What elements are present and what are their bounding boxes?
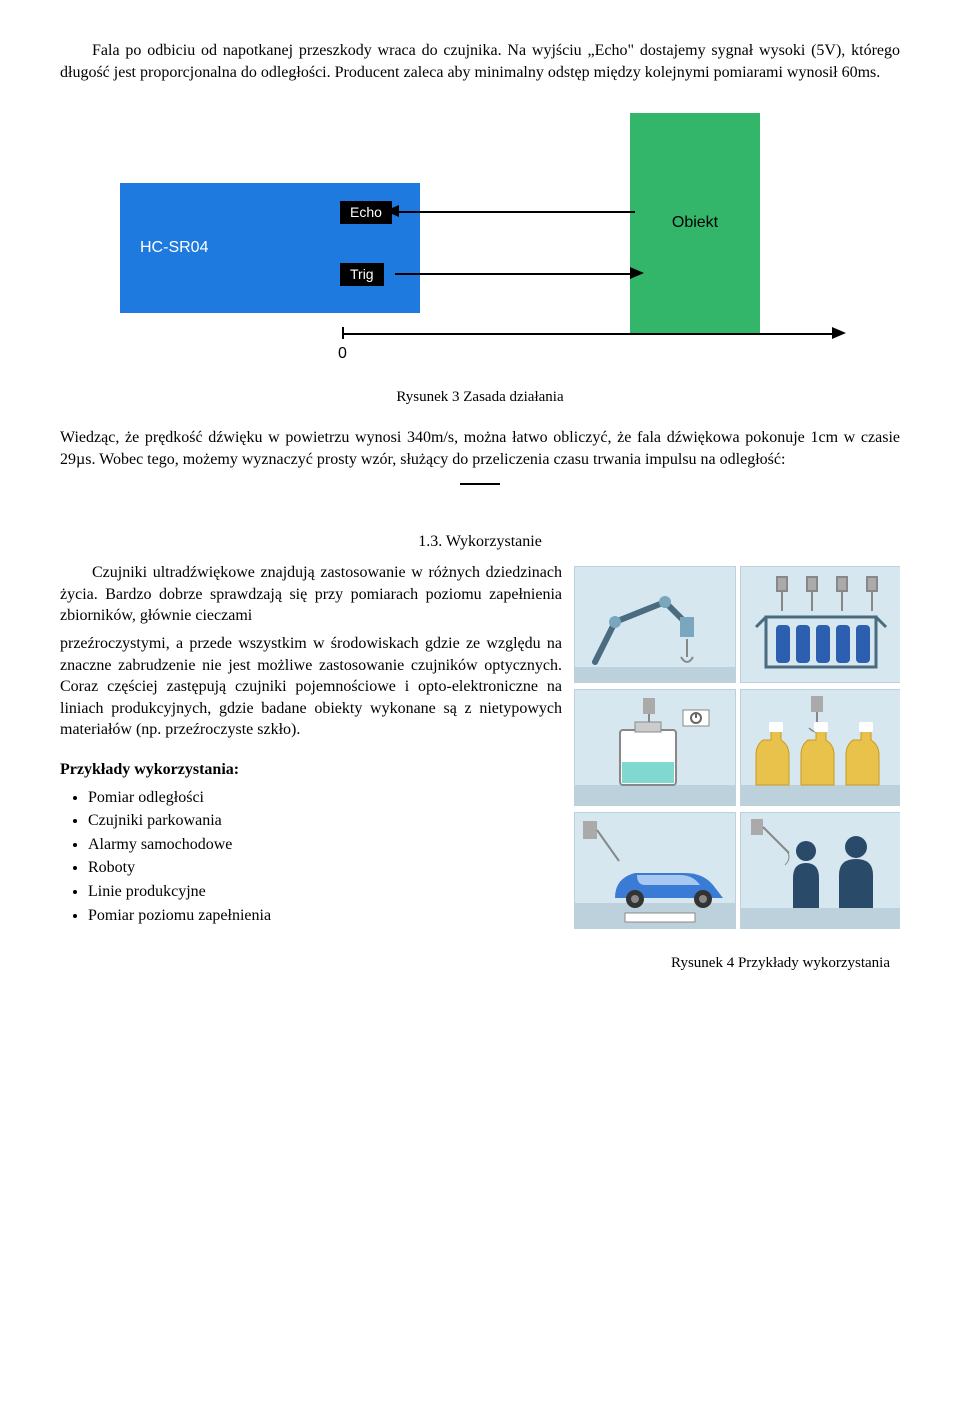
illus-people-detection	[740, 812, 900, 929]
axis-x-line	[342, 333, 837, 335]
figure-3-caption: Rysunek 3 Zasada działania	[60, 387, 900, 407]
axis-zero-label: 0	[338, 343, 347, 365]
illus-robot-arm	[574, 566, 736, 683]
trig-arrow-line	[395, 273, 635, 275]
illus-car-parking	[574, 812, 736, 929]
axis-x-arrow-head	[832, 327, 846, 339]
echo-arrow-line	[395, 211, 635, 213]
illus-bottle-crate	[740, 566, 900, 683]
object-box: Obiekt	[630, 113, 760, 333]
illus-spray-bottles	[740, 689, 900, 806]
sensor-label: HC-SR04	[140, 237, 208, 259]
illus-liquid-level	[574, 689, 736, 806]
object-label: Obiekt	[672, 212, 718, 234]
paragraph-intro: Fala po odbiciu od napotkanej przeszkody…	[60, 40, 900, 83]
figure-4-caption: Rysunek 4 Przykłady wykorzystania	[60, 953, 900, 973]
echo-arrow-head	[385, 205, 399, 217]
trig-pin-label: Trig	[340, 263, 384, 286]
formula-placeholder	[60, 477, 900, 517]
figure-3-diagram: HC-SR04 Obiekt Echo Trig 0	[120, 113, 840, 363]
paragraph-speed: Wiedząc, że prędkość dźwięku w powietrzu…	[60, 427, 900, 470]
section-1-3-heading: 1.3. Wykorzystanie	[60, 531, 900, 553]
figure-4-grid	[574, 566, 900, 929]
trig-arrow-head	[630, 267, 644, 279]
usage-section: Czujniki ultradźwiękowe znajdują zastoso…	[60, 562, 900, 935]
